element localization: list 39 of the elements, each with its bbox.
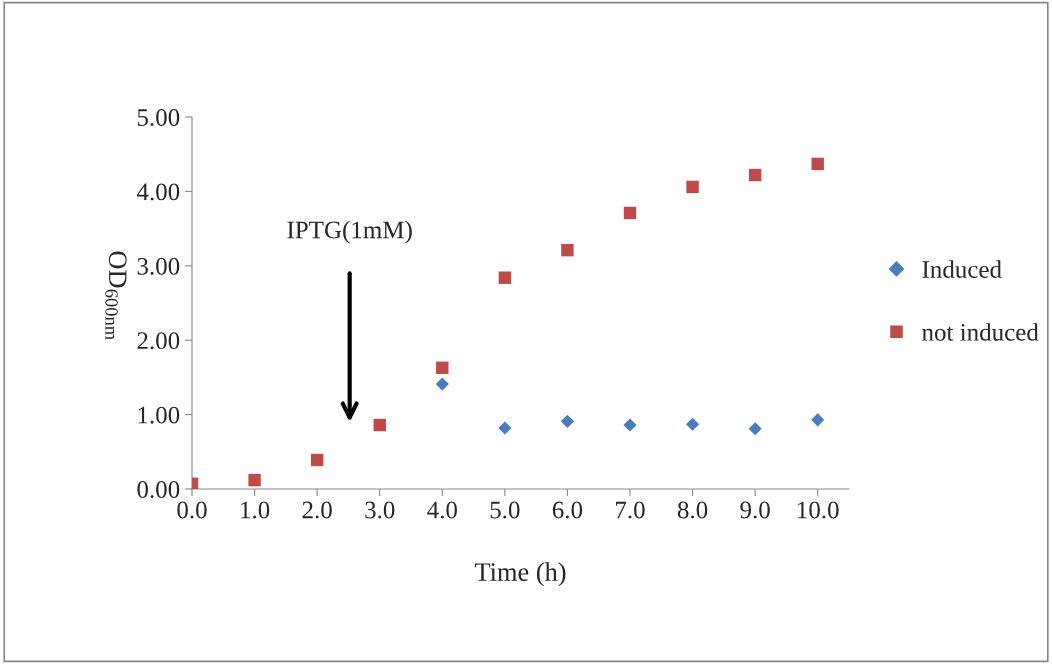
point xyxy=(373,418,386,432)
point xyxy=(748,422,762,436)
point xyxy=(498,421,512,435)
y-tick-label: 5.00 xyxy=(137,109,180,127)
point xyxy=(498,271,512,284)
x-tick-label: 6.0 xyxy=(552,501,583,519)
legend-label: Induced xyxy=(922,260,1002,278)
point xyxy=(623,418,637,432)
y-tick-label: 1.00 xyxy=(138,406,180,424)
point xyxy=(248,473,261,487)
x-tick-label: 0.0 xyxy=(177,501,207,519)
point xyxy=(686,180,699,194)
point xyxy=(811,413,825,427)
point xyxy=(310,453,324,467)
x-tick-label: 7.0 xyxy=(616,501,645,519)
y-axis-title: OD$_{600nm}$ xyxy=(105,251,127,340)
point xyxy=(811,157,824,171)
point xyxy=(623,206,637,220)
y-tick-label: 2.00 xyxy=(137,332,180,350)
x-tick-label: 8.0 xyxy=(677,501,708,519)
point xyxy=(748,168,762,182)
point xyxy=(436,361,449,374)
point xyxy=(685,417,700,431)
annotation: IPTG(1mM) xyxy=(287,220,412,244)
x-tick-label: 10.0 xyxy=(798,501,839,519)
point xyxy=(561,243,574,257)
x-axis-title: Time (h) xyxy=(474,562,566,587)
y-tick-label: 0.00 xyxy=(137,481,180,499)
legend-label: not induced xyxy=(922,323,1039,341)
x-tick-label: 9.0 xyxy=(740,501,770,519)
x-tick-label: 4.0 xyxy=(427,501,457,519)
x-tick-label: 3.0 xyxy=(365,501,395,519)
x-tick-label: 5.0 xyxy=(490,501,520,519)
y-tick-label: 4.00 xyxy=(136,183,180,201)
x-tick-label: 1.0 xyxy=(241,501,270,519)
x-tick-label: 2.0 xyxy=(302,501,332,519)
point xyxy=(560,414,575,428)
point xyxy=(435,377,449,391)
y-tick-label: 3.00 xyxy=(137,257,180,275)
